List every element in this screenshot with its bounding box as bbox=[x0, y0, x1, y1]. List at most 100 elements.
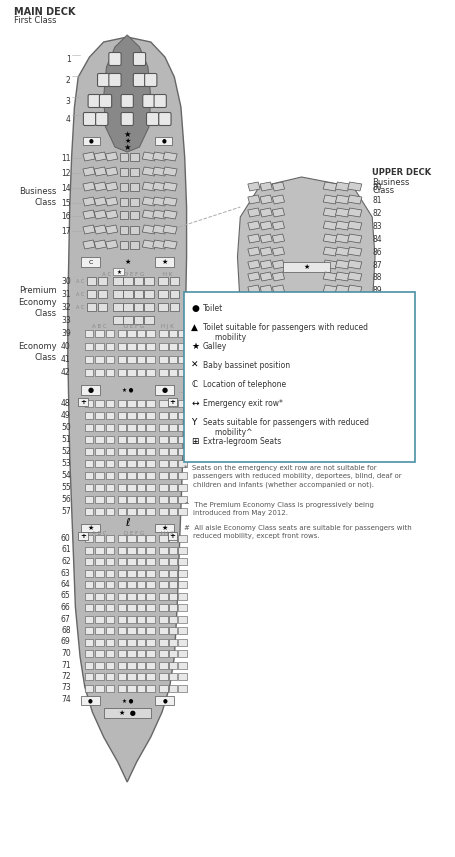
Bar bbox=[136, 460, 145, 467]
Bar bbox=[178, 592, 187, 600]
Polygon shape bbox=[335, 208, 349, 217]
Text: *  Seats on the emergency exit row are not suitable for
    passengers with redu: * Seats on the emergency exit row are no… bbox=[184, 465, 401, 488]
Polygon shape bbox=[106, 182, 118, 191]
Bar bbox=[127, 604, 136, 611]
Polygon shape bbox=[83, 182, 95, 191]
Text: +: + bbox=[170, 533, 175, 539]
Polygon shape bbox=[335, 272, 349, 281]
Bar bbox=[113, 277, 122, 285]
Polygon shape bbox=[120, 241, 128, 249]
Bar bbox=[136, 472, 145, 479]
Polygon shape bbox=[120, 183, 128, 191]
Polygon shape bbox=[348, 298, 362, 307]
Bar bbox=[118, 685, 126, 692]
Bar bbox=[169, 484, 177, 491]
Text: ★: ★ bbox=[87, 525, 94, 531]
Bar bbox=[85, 436, 93, 443]
Bar bbox=[178, 508, 187, 515]
Polygon shape bbox=[273, 260, 284, 269]
Bar bbox=[169, 472, 177, 479]
Bar bbox=[127, 673, 136, 680]
Text: Class: Class bbox=[372, 185, 394, 195]
Text: ★: ★ bbox=[123, 129, 131, 139]
Text: ★: ★ bbox=[162, 259, 168, 265]
Bar bbox=[169, 592, 177, 600]
Polygon shape bbox=[163, 240, 177, 249]
Bar bbox=[106, 508, 114, 515]
Bar bbox=[87, 277, 96, 285]
Bar bbox=[106, 547, 114, 554]
Bar bbox=[127, 448, 136, 455]
Bar bbox=[127, 535, 136, 542]
Bar bbox=[184, 292, 415, 462]
Text: 2: 2 bbox=[66, 75, 71, 85]
Text: Location of telephone: Location of telephone bbox=[202, 380, 286, 389]
Bar bbox=[169, 496, 177, 503]
Bar bbox=[136, 448, 145, 455]
Polygon shape bbox=[248, 182, 260, 191]
Bar bbox=[169, 685, 177, 692]
Bar bbox=[127, 592, 136, 600]
Bar bbox=[159, 638, 168, 645]
Polygon shape bbox=[248, 247, 260, 256]
Bar bbox=[136, 400, 145, 407]
Bar bbox=[127, 547, 136, 554]
Bar bbox=[85, 400, 93, 407]
Polygon shape bbox=[142, 210, 157, 219]
Text: ★: ★ bbox=[123, 142, 131, 152]
Polygon shape bbox=[335, 195, 349, 204]
Polygon shape bbox=[248, 298, 260, 307]
Text: ●: ● bbox=[191, 304, 199, 313]
Bar bbox=[106, 330, 114, 337]
FancyBboxPatch shape bbox=[97, 74, 110, 87]
Bar bbox=[178, 460, 187, 467]
Polygon shape bbox=[94, 197, 106, 206]
Bar bbox=[178, 673, 187, 680]
Polygon shape bbox=[163, 152, 177, 161]
Bar bbox=[178, 627, 187, 634]
Polygon shape bbox=[323, 298, 337, 307]
Polygon shape bbox=[130, 226, 138, 234]
Bar bbox=[118, 369, 126, 376]
Bar bbox=[98, 290, 107, 298]
Polygon shape bbox=[260, 234, 273, 243]
Bar bbox=[95, 581, 104, 588]
Bar bbox=[136, 558, 145, 565]
FancyBboxPatch shape bbox=[121, 94, 133, 107]
Text: ✕: ✕ bbox=[191, 361, 199, 370]
Polygon shape bbox=[348, 195, 362, 204]
Text: ★: ★ bbox=[191, 342, 199, 351]
Polygon shape bbox=[260, 195, 273, 204]
Text: D E F G: D E F G bbox=[124, 324, 144, 329]
Polygon shape bbox=[260, 298, 273, 307]
Bar bbox=[146, 535, 155, 542]
Bar bbox=[169, 412, 177, 419]
Text: 15: 15 bbox=[61, 199, 71, 207]
Bar bbox=[159, 424, 168, 431]
Polygon shape bbox=[260, 247, 273, 256]
Bar bbox=[146, 424, 155, 431]
Text: H J K: H J K bbox=[162, 324, 174, 329]
Bar bbox=[144, 277, 154, 285]
Polygon shape bbox=[323, 311, 337, 320]
Bar bbox=[178, 412, 187, 419]
Text: 90: 90 bbox=[372, 298, 382, 308]
Text: 11: 11 bbox=[61, 153, 71, 163]
Bar bbox=[95, 343, 104, 350]
Text: First Class: First Class bbox=[14, 16, 56, 25]
Text: Business: Business bbox=[372, 177, 410, 187]
Text: Extra-legroom Seats: Extra-legroom Seats bbox=[202, 437, 281, 446]
Bar bbox=[106, 412, 114, 419]
Polygon shape bbox=[248, 234, 260, 243]
Text: 82: 82 bbox=[372, 208, 382, 218]
Text: ●: ● bbox=[162, 387, 168, 393]
Bar bbox=[85, 570, 93, 577]
Polygon shape bbox=[142, 197, 157, 206]
Text: Galley: Galley bbox=[202, 342, 227, 351]
Bar bbox=[127, 627, 136, 634]
Polygon shape bbox=[348, 247, 362, 256]
Bar bbox=[146, 662, 155, 668]
Bar bbox=[127, 460, 136, 467]
Bar bbox=[159, 535, 168, 542]
Text: 72: 72 bbox=[61, 672, 71, 681]
